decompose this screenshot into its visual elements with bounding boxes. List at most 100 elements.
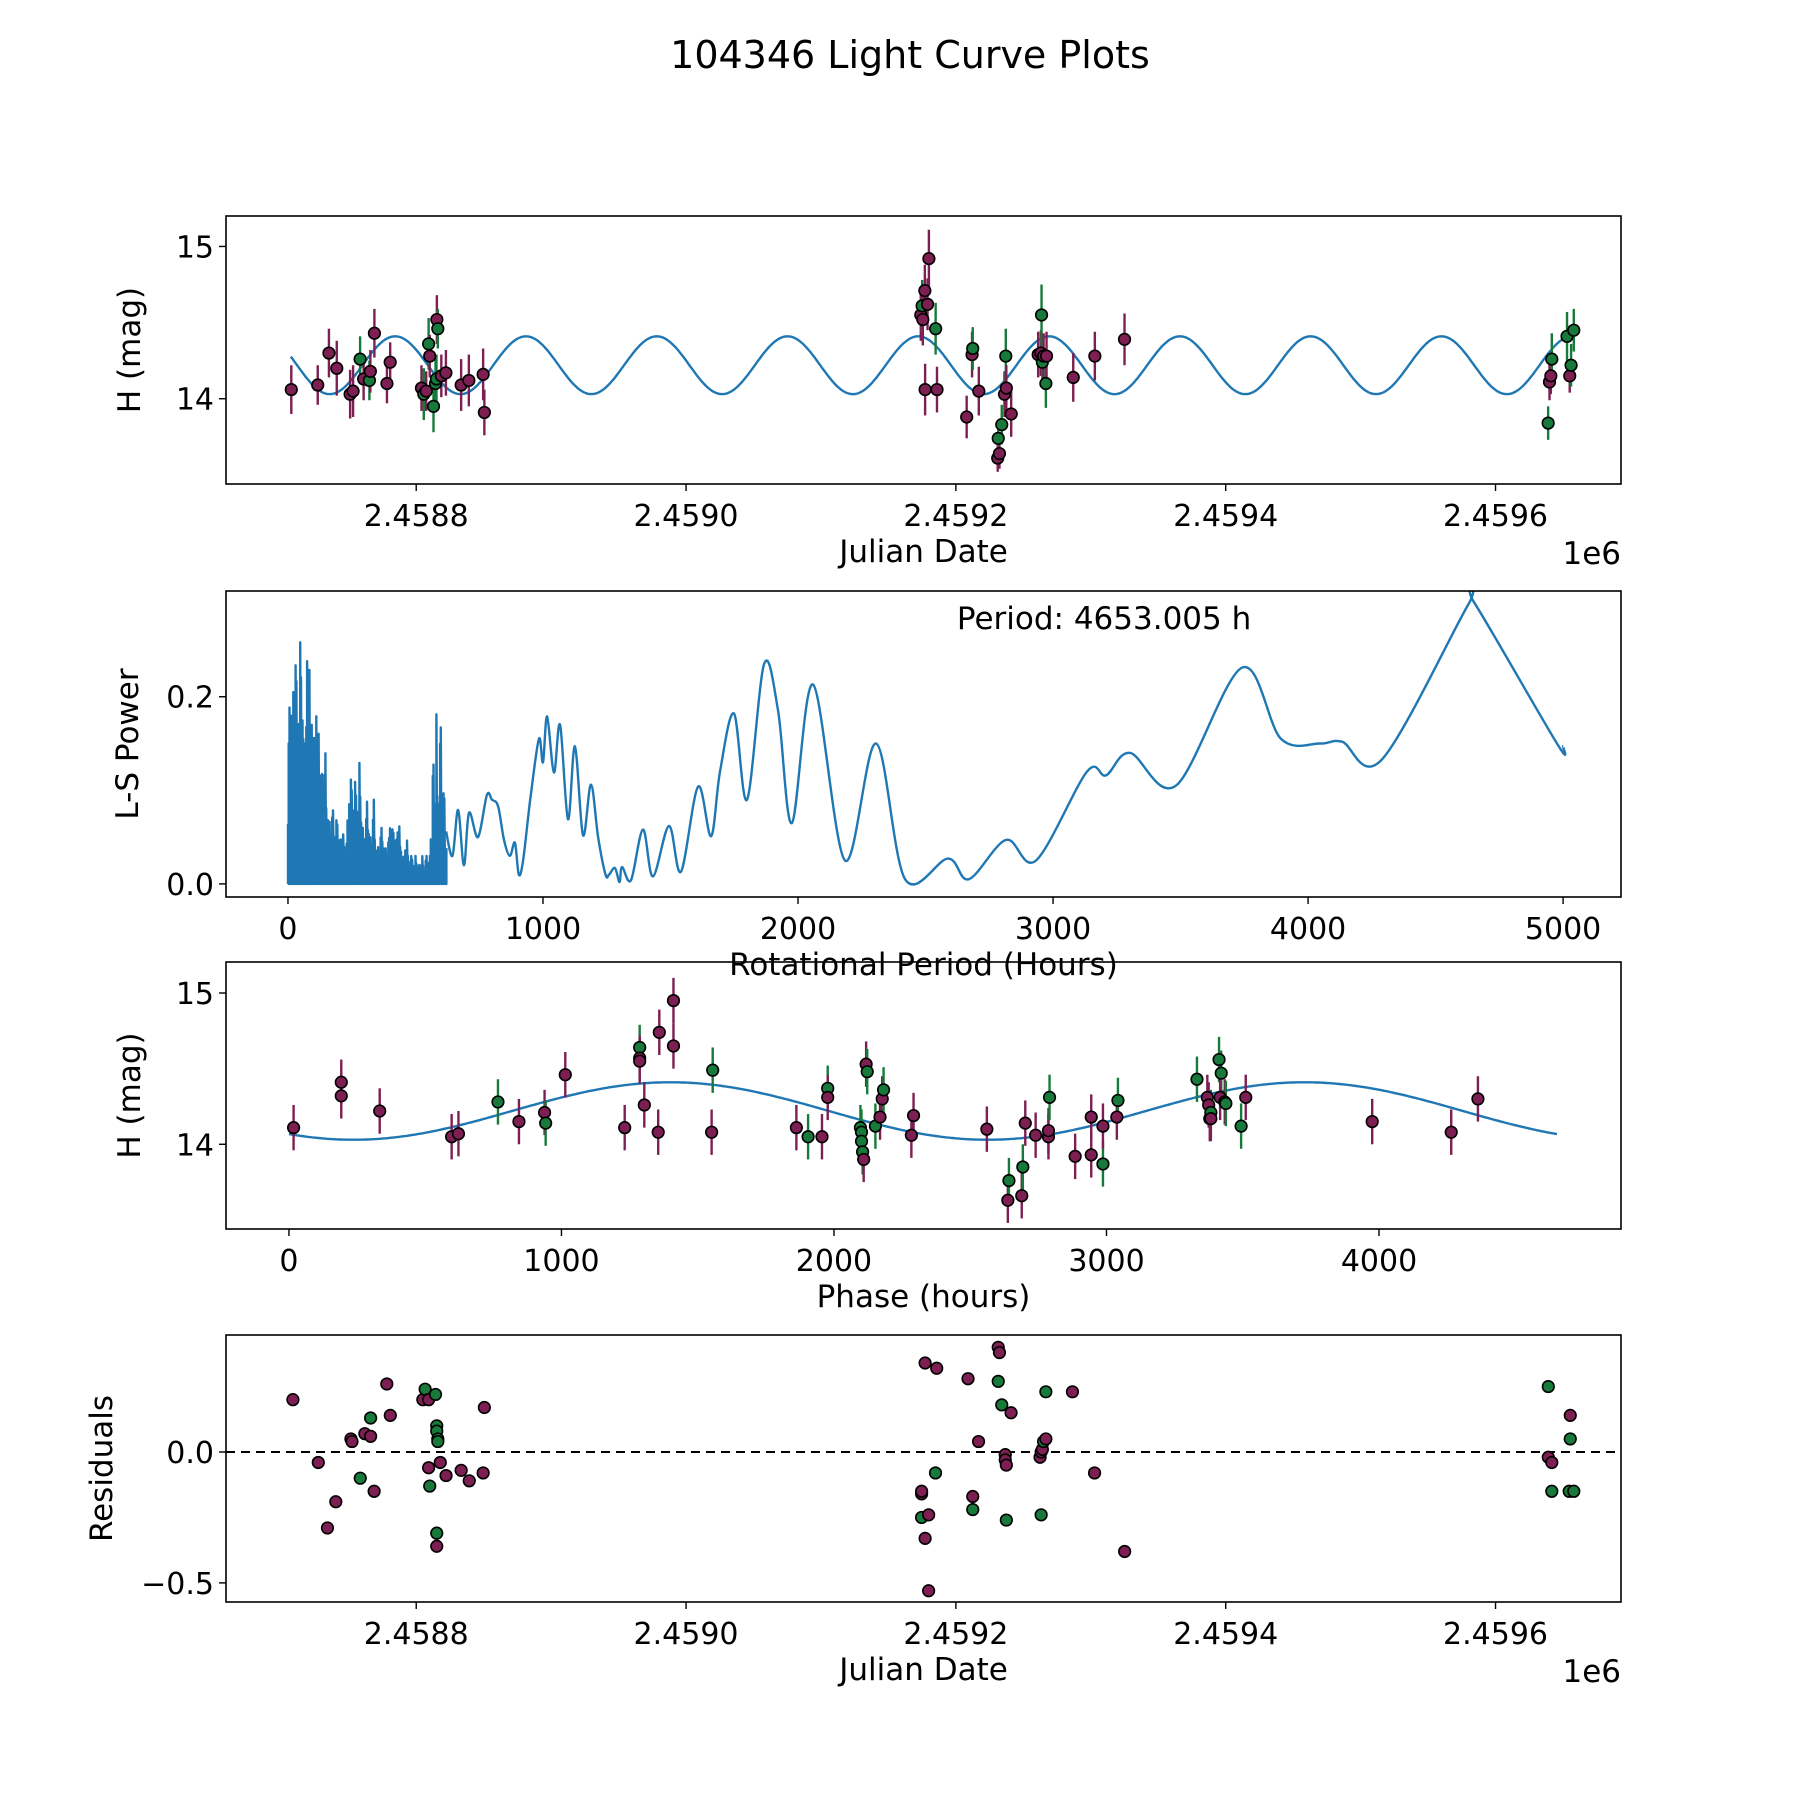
residual-point	[1545, 1455, 1559, 1470]
data-point	[1018, 1116, 1032, 1130]
x-tick-label: 3000	[1015, 912, 1091, 947]
data-point	[512, 1114, 526, 1129]
data-point	[1001, 1193, 1015, 1207]
residual-point	[922, 1584, 936, 1598]
data-point	[1002, 1173, 1016, 1188]
data-point	[1096, 1157, 1110, 1171]
residual-point	[320, 1521, 335, 1535]
residual-point	[1545, 1484, 1559, 1498]
residual-point	[1034, 1508, 1048, 1522]
x-tick-label: 2.4590	[634, 499, 739, 534]
residual-point	[961, 1372, 975, 1386]
x-tick-label: 4000	[1270, 912, 1346, 947]
data-point	[1214, 1066, 1228, 1080]
data-point	[539, 1116, 553, 1130]
residuals-y-label: Residuals	[84, 1395, 120, 1542]
data-point	[1068, 1149, 1082, 1163]
data-point	[995, 418, 1009, 432]
data-point	[1066, 370, 1080, 385]
data-point	[999, 349, 1013, 363]
data-point	[431, 322, 445, 336]
residual-point	[476, 1466, 490, 1480]
data-point	[477, 405, 491, 420]
x-tick-label: 2.4592	[903, 499, 1008, 534]
data-point	[1084, 1148, 1098, 1162]
residual-point	[991, 1374, 1005, 1388]
phase-x-label: Phase (hours)	[817, 1279, 1031, 1315]
residual-point	[1039, 1385, 1053, 1399]
residual-point	[439, 1468, 453, 1483]
data-point	[334, 1089, 348, 1103]
residual-point	[1541, 1379, 1555, 1394]
data-point	[462, 373, 476, 388]
residual-point	[430, 1526, 444, 1540]
x-tick-label: 5000	[1525, 912, 1601, 947]
data-point	[860, 1065, 874, 1079]
data-point	[821, 1090, 835, 1104]
data-point	[637, 1098, 651, 1112]
data-point	[1365, 1114, 1379, 1129]
fit-curve	[289, 335, 1574, 396]
residuals-ticks: 2.4588 2.4590 2.4592 2.4594 2.4596 −0.5 0.0	[141, 1436, 1548, 1652]
data-point	[854, 1134, 869, 1148]
data-point	[1564, 358, 1578, 372]
data-point	[904, 1128, 918, 1142]
phase-axes-frame	[225, 961, 1622, 1230]
residual-point	[353, 1471, 367, 1485]
x-tick-label: 0	[278, 912, 297, 947]
data-point	[363, 364, 377, 378]
periodogram-x-label: Rotational Period (Hours)	[729, 947, 1118, 983]
phase-ticks: 0 1000 2000 3000 4000 14 15	[176, 977, 1417, 1279]
residual-point	[1563, 1432, 1577, 1446]
residual-point	[1118, 1544, 1132, 1559]
residual-point	[1004, 1406, 1018, 1420]
x-tick-label: 2.4588	[364, 1617, 469, 1652]
data-point	[1096, 1119, 1110, 1133]
data-point	[652, 1025, 666, 1039]
data-point	[1190, 1072, 1204, 1086]
residual-point	[971, 1434, 986, 1449]
data-point	[1041, 1124, 1056, 1138]
periodogram-curve	[444, 591, 1567, 886]
residual-point	[423, 1479, 437, 1493]
data-point	[789, 1121, 803, 1135]
residual-point	[966, 1502, 980, 1517]
data-point	[999, 381, 1013, 395]
data-point	[906, 1108, 921, 1123]
x-tick-label: 2.4594	[1173, 1617, 1278, 1652]
residual-point	[930, 1361, 944, 1375]
residual-point	[428, 1387, 443, 1402]
residual-point	[999, 1513, 1013, 1527]
residual-point	[477, 1400, 491, 1415]
data-point	[284, 382, 298, 397]
data-point	[380, 376, 394, 391]
residual-point	[433, 1455, 447, 1470]
residual-point	[364, 1429, 378, 1443]
data-point	[1563, 369, 1577, 383]
x-tick-label: 1000	[505, 912, 581, 947]
data-point	[706, 1063, 720, 1077]
y-tick-label: 15	[176, 977, 214, 1012]
residual-point	[364, 1411, 378, 1425]
data-point	[1567, 323, 1581, 337]
data-point	[1212, 1052, 1226, 1067]
residual-point	[915, 1484, 929, 1498]
residual-point	[345, 1434, 359, 1449]
residual-point	[1567, 1484, 1581, 1498]
data-point	[491, 1095, 505, 1109]
figure-title: 104346 Light Curve Plots	[670, 33, 1150, 77]
periodogram-dense-region	[286, 641, 448, 886]
data-point	[1541, 416, 1555, 430]
x-tick-label: 2.4594	[1173, 499, 1278, 534]
data-point	[1042, 1090, 1057, 1104]
y-tick-label: 0.2	[166, 681, 214, 716]
periodogram-y-label: L-S Power	[110, 668, 146, 819]
residuals-x-label: Julian Date	[837, 1652, 1008, 1688]
x-tick-label: 2000	[760, 912, 836, 947]
periodogram-plot-area	[286, 591, 1567, 886]
residual-point	[454, 1463, 468, 1477]
residual-point	[995, 1398, 1009, 1412]
data-point	[918, 382, 932, 397]
residual-point	[311, 1455, 325, 1470]
x-tick-label: 3000	[1068, 1244, 1144, 1279]
